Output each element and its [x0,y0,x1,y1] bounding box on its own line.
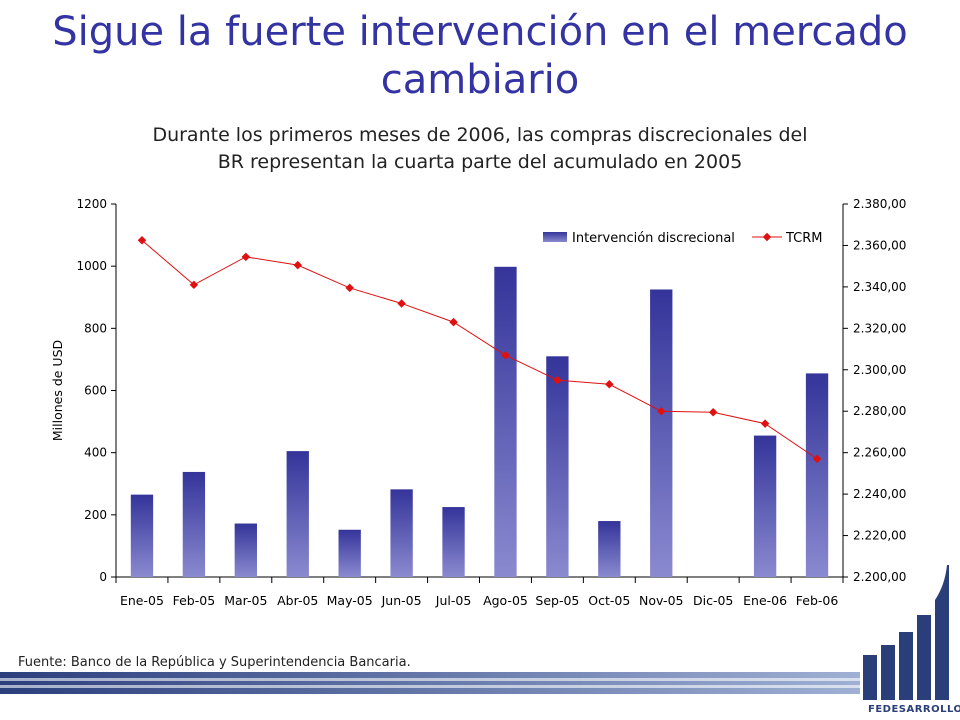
bar [494,266,517,577]
legend-label-line: TCRM [785,231,823,246]
x-tick-label: Sep-05 [535,593,579,608]
bar [286,451,309,577]
tcrm-point [708,408,718,417]
x-tick-label: Abr-05 [277,593,318,608]
bar [805,373,829,577]
tcrm-point [397,299,406,308]
y-tick-label-right: 2.240,00 [853,487,906,501]
y-tick-label-left: 0 [99,570,107,584]
y-tick-label-right: 2.220,00 [853,529,906,543]
bar [598,521,621,577]
x-tick-label: Feb-05 [173,593,216,608]
tcrm-point [449,317,458,327]
y-tick-label-left: 200 [84,508,107,522]
bar [130,494,154,577]
y-tick-label-right: 2.280,00 [853,404,906,418]
bar [442,507,465,577]
bar [234,523,257,577]
y-tick-label-right: 2.380,00 [853,197,906,211]
slide-subtitle-line1: Durante los primeros meses de 2006, las … [152,124,808,146]
y-tick-label-right: 2.340,00 [853,280,906,294]
bar [753,435,777,577]
tcrm-point [345,283,354,293]
y-tick-label-left: 800 [84,321,107,335]
tcrm-point [137,236,147,245]
x-tick-label: Oct-05 [588,593,630,608]
legend-label-bars: Intervención discrecional [572,231,735,246]
bar [338,529,361,577]
tcrm-point [189,280,199,290]
x-tick-label: Dic-05 [693,593,733,608]
slide-title-line2: cambiario [380,57,580,103]
fedesarrollo-logo [863,565,949,700]
logo-text: FEDESARROLLO [868,704,960,715]
bar [546,356,569,577]
y-tick-label-right: 2.200,00 [853,570,906,584]
y-tick-label-right: 2.260,00 [853,446,906,460]
tcrm-point [293,260,302,270]
tcrm-point [241,252,251,262]
x-tick-label: Feb-06 [796,593,839,608]
y-tick-label-right: 2.300,00 [853,363,906,377]
legend-swatch-bars [543,232,567,242]
x-tick-label: Ene-05 [120,593,164,608]
tcrm-point [657,406,666,416]
y-axis-title: Millones de USD [50,340,65,441]
tcrm-point [605,380,614,389]
x-tick-label: May-05 [327,593,373,608]
slide-title-line1: Sigue la fuerte intervención en el merca… [52,9,908,55]
x-tick-label: Ene-06 [743,593,787,608]
slide-subtitle-line2: BR representan la cuarta parte del acumu… [217,151,743,173]
tcrm-point [812,454,822,464]
slide-subtitle: Durante los primeros meses de 2006, las … [60,122,900,176]
slide-title: Sigue la fuerte intervención en el merca… [0,8,960,104]
y-tick-label-left: 400 [84,446,107,460]
tcrm-point [501,351,510,360]
y-tick-label-left: 1000 [76,259,107,273]
x-tick-label: Jun-05 [381,593,422,608]
tcrm-point [760,419,770,428]
y-tick-label-left: 1200 [76,197,107,211]
x-tick-label: Ago-05 [483,593,528,608]
source-note: Fuente: Banco de la República y Superint… [18,655,411,670]
y-tick-label-right: 2.320,00 [853,321,906,335]
legend-swatch-marker [762,232,772,242]
bottom-band [0,672,860,694]
tcrm-line [141,239,818,460]
bar [390,489,413,577]
bar [650,289,673,577]
x-tick-label: Nov-05 [639,593,683,608]
bar [182,471,206,577]
x-tick-label: Mar-05 [224,593,267,608]
x-tick-label: Jul-05 [435,593,472,608]
y-tick-label-left: 600 [84,384,107,398]
tcrm-point [553,375,562,385]
y-tick-label-right: 2.360,00 [853,238,906,252]
